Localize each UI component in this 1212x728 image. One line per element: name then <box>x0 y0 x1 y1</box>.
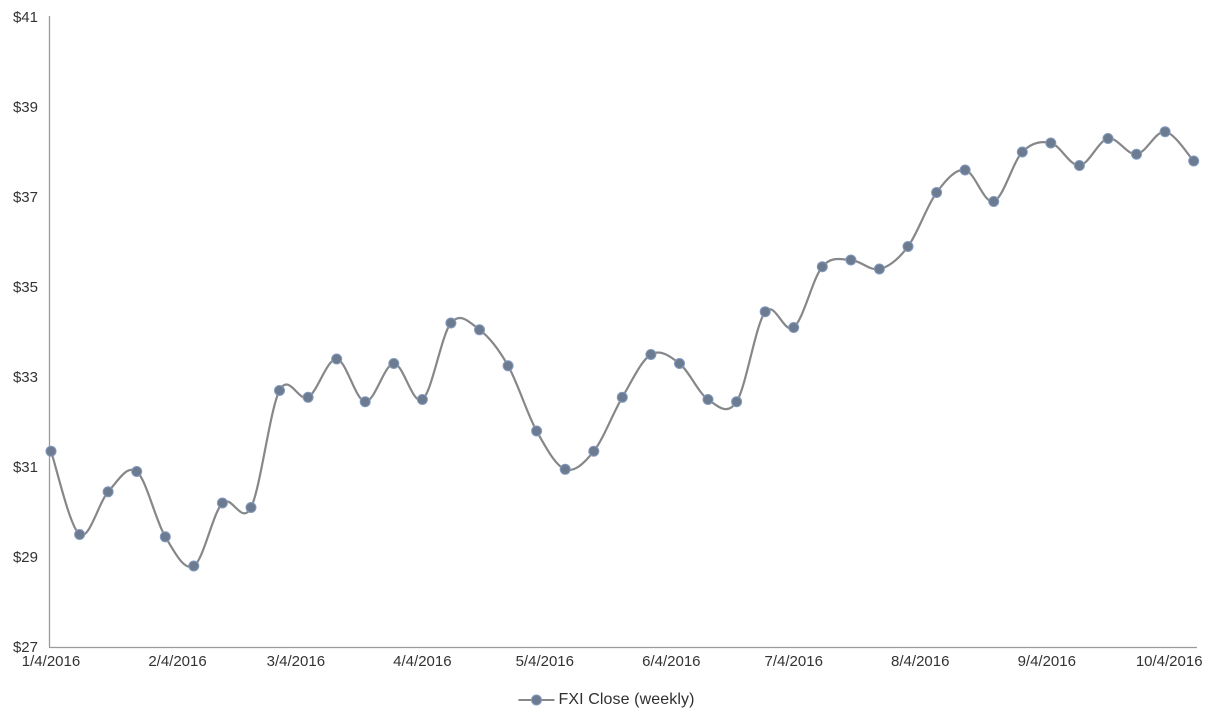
data-point-marker <box>731 396 743 408</box>
data-point-marker <box>959 164 971 176</box>
data-point-marker <box>559 463 571 475</box>
y-axis-tick-label: $33 <box>13 369 38 386</box>
x-axis-tick-label: 6/4/2016 <box>642 653 700 670</box>
x-axis-tick-label: 10/4/2016 <box>1136 653 1203 670</box>
x-axis-tick-label: 4/4/2016 <box>393 653 451 670</box>
data-point-marker <box>474 324 485 336</box>
x-axis-tick-label: 7/4/2016 <box>765 653 823 670</box>
data-point-marker <box>359 396 371 408</box>
y-axis-tick-label: $35 <box>13 279 38 296</box>
y-axis-tick-label: $27 <box>13 639 38 656</box>
data-point-marker <box>445 317 457 329</box>
y-axis-tick-label: $39 <box>13 99 38 116</box>
data-point-marker <box>216 497 228 509</box>
y-axis-tick-label: $31 <box>13 459 38 476</box>
data-point-marker <box>616 391 628 403</box>
legend-label: FXI Close (weekly) <box>558 691 695 708</box>
data-point-marker <box>902 241 914 252</box>
x-axis-tick-label: 9/4/2016 <box>1018 653 1076 670</box>
data-point-marker <box>702 394 714 405</box>
y-axis-tick-label: $29 <box>13 549 38 566</box>
x-axis-tick-label: 5/4/2016 <box>516 653 574 670</box>
x-axis-tick-label: 8/4/2016 <box>891 653 949 670</box>
data-point-marker <box>873 263 885 275</box>
data-point-marker <box>1102 133 1114 144</box>
data-point-marker <box>188 560 200 572</box>
data-point-marker <box>1045 137 1057 149</box>
data-point-marker <box>45 445 57 457</box>
y-axis-tick-label: $41 <box>13 9 38 26</box>
data-point-marker <box>416 394 428 405</box>
data-point-marker <box>245 502 257 513</box>
data-point-marker <box>588 445 600 457</box>
data-point-marker <box>645 349 657 360</box>
data-point-marker <box>816 261 828 273</box>
legend-marker-icon <box>518 694 555 706</box>
data-point-marker <box>102 486 114 498</box>
x-axis-tick-label: 1/4/2016 <box>22 653 80 670</box>
data-point-marker <box>988 196 1000 207</box>
data-point-marker <box>74 529 86 540</box>
x-axis-tick-label: 3/4/2016 <box>267 653 325 670</box>
data-point-marker <box>502 360 514 372</box>
data-point-marker <box>845 254 857 266</box>
data-point-marker <box>759 306 771 318</box>
data-point-marker <box>1016 146 1028 158</box>
data-point-marker <box>274 385 285 396</box>
data-point-marker <box>1159 126 1171 138</box>
data-point-marker <box>331 353 343 365</box>
data-point-marker <box>388 358 400 369</box>
data-point-marker <box>1188 155 1200 167</box>
data-point-marker <box>159 531 171 543</box>
data-point-marker <box>788 322 800 333</box>
data-point-marker <box>1073 160 1085 171</box>
data-point-marker <box>531 425 543 437</box>
data-point-marker <box>302 391 314 403</box>
y-axis-tick-label: $37 <box>13 189 38 206</box>
data-point-marker <box>1131 148 1142 160</box>
data-point-marker <box>131 466 143 477</box>
legend: FXI Close (weekly) <box>517 691 694 709</box>
data-point-marker <box>931 187 943 198</box>
x-axis-tick-label: 2/4/2016 <box>148 653 206 670</box>
data-point-marker <box>674 358 685 369</box>
